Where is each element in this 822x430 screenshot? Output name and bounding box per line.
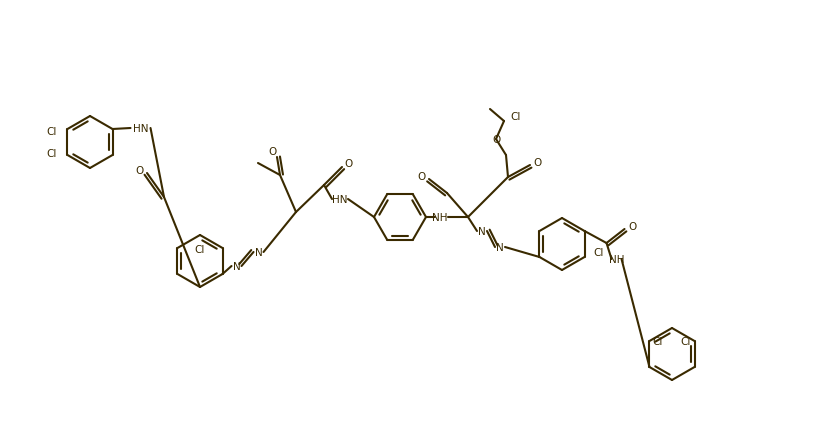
Text: Cl: Cl	[195, 244, 206, 255]
Text: Cl: Cl	[593, 247, 603, 258]
Text: Cl: Cl	[681, 336, 691, 346]
Text: Cl: Cl	[46, 127, 57, 137]
Text: Cl: Cl	[510, 112, 521, 122]
Text: O: O	[268, 147, 276, 157]
Text: O: O	[417, 172, 425, 181]
Text: O: O	[533, 158, 543, 168]
Text: NH: NH	[609, 255, 624, 264]
Text: N: N	[478, 227, 486, 237]
Text: O: O	[492, 135, 500, 144]
Text: Cl: Cl	[46, 149, 57, 159]
Text: HN: HN	[133, 124, 148, 134]
Text: O: O	[628, 221, 637, 231]
Text: N: N	[233, 261, 240, 271]
Text: O: O	[135, 166, 143, 175]
Text: Cl: Cl	[653, 336, 663, 346]
Text: HN: HN	[332, 194, 348, 205]
Text: N: N	[496, 243, 504, 252]
Text: O: O	[344, 159, 352, 169]
Text: NH: NH	[432, 212, 448, 222]
Text: N: N	[255, 247, 262, 258]
